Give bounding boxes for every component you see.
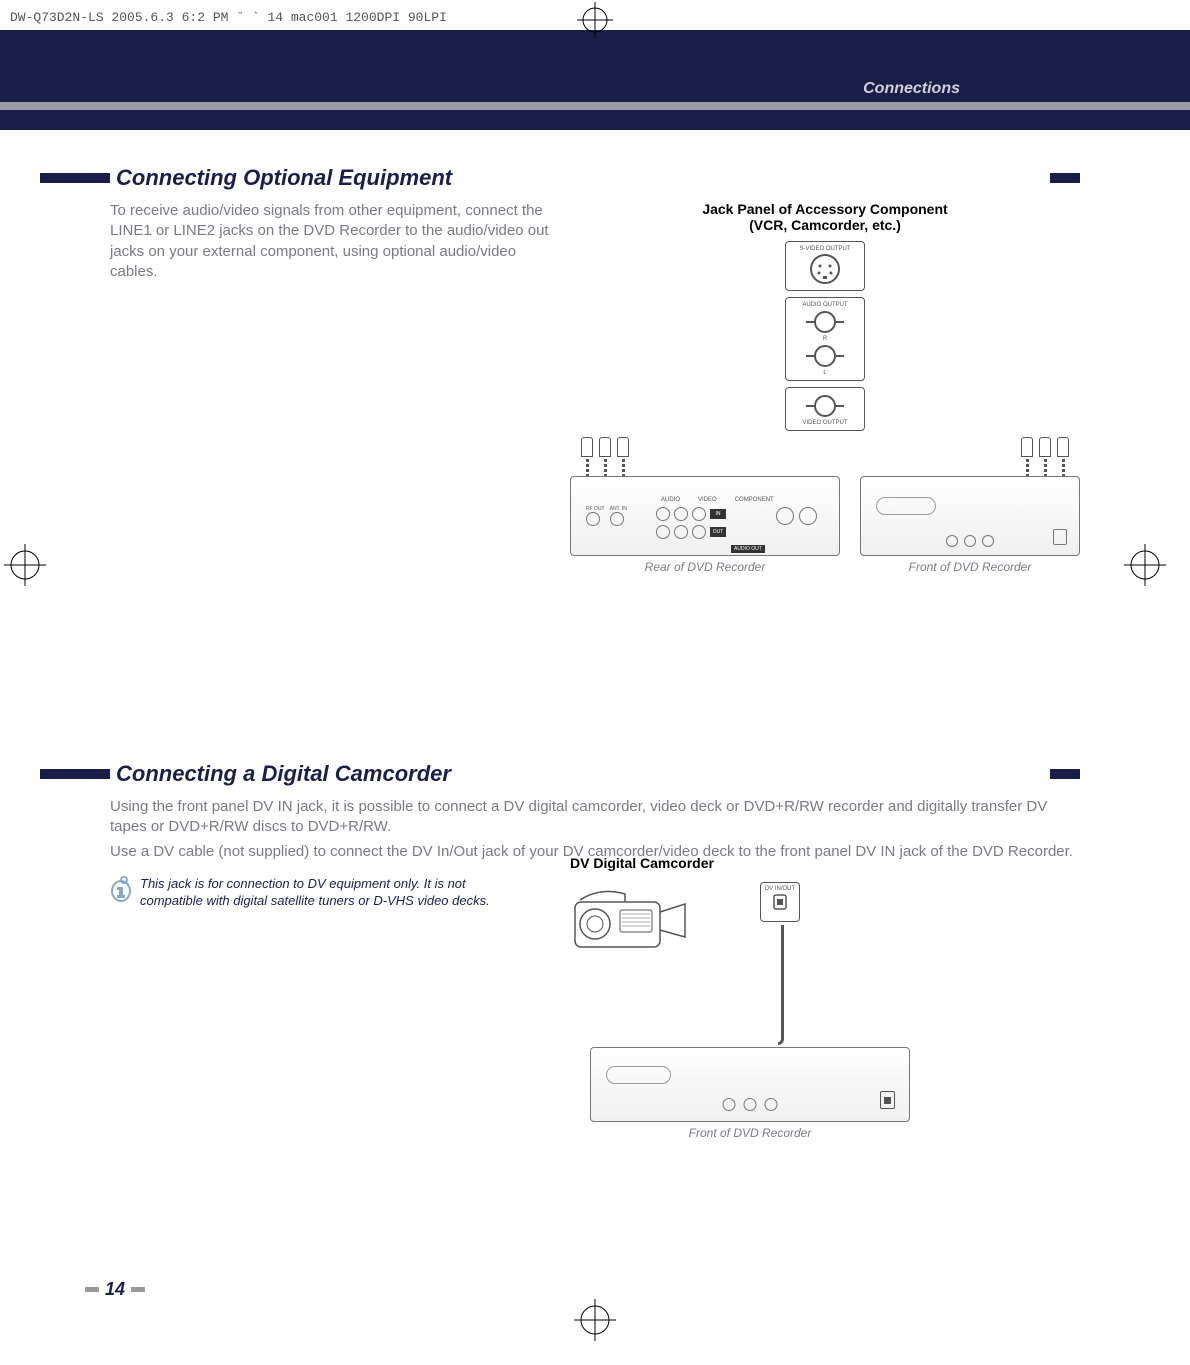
section1-text: To receive audio/video signals from othe… [110,201,550,282]
heading-bar-left [40,173,110,183]
letter-l: L [790,370,860,376]
registration-mark-left [0,540,50,590]
audio-out-label: AUDIO OUT [731,545,765,553]
diagram-title-2: (VCR, Camcorder, etc.) [570,217,1080,233]
svideo-jack-icon [810,254,840,284]
registration-mark-right [1120,540,1170,590]
heading-bar-right [1050,769,1080,779]
dv-port-label: DV IN/OUT [761,886,799,892]
front-recorder-panel: Front of DVD Recorder [860,476,1080,574]
video-box: VIDEO OUTPUT [785,387,865,431]
camcorder-title: DV Digital Camcorder [570,855,930,871]
section2-p1: Using the front panel DV IN jack, it is … [110,797,1080,838]
video-label: VIDEO OUTPUT [790,420,860,426]
rear-caption: Rear of DVD Recorder [570,560,840,574]
heading-bar-right [1050,173,1080,183]
jack-panel: S-VIDEO OUTPUT AUDIO OUTPUT R L [785,241,865,431]
section2: Connecting a Digital Camcorder Using the… [110,761,1080,910]
note-text: This jack is for connection to DV equipm… [140,876,530,910]
page-tick [85,1287,99,1292]
section2-heading-row: Connecting a Digital Camcorder [110,761,1080,787]
dv-port: DV IN/OUT [760,882,800,922]
camcorder-icon [570,882,710,957]
section1-body: To receive audio/video signals from othe… [110,201,1080,661]
page-number: 14 [85,1279,145,1300]
section1-diagram: Jack Panel of Accessory Component (VCR, … [570,201,1080,517]
heading-bar-left [40,769,110,779]
section2-heading: Connecting a Digital Camcorder [110,761,451,787]
info-icon [110,876,132,902]
svideo-label: S-VIDEO OUTPUT [790,246,860,252]
front-caption: Front of DVD Recorder [860,560,1080,574]
rca-jack-icon [814,311,836,333]
file-header-line: DW-Q73D2N-LS 2005.6.3 6:2 PM ˘ ` 14 mac0… [10,10,447,25]
svideo-box: S-VIDEO OUTPUT [785,241,865,291]
page-digits: 14 [105,1279,125,1300]
rf-out-label: RF OUT [586,507,605,512]
registration-mark-bottom [570,1295,620,1345]
ant-in-label: ANT. IN [610,507,627,512]
page-tick [131,1287,145,1292]
rear-recorder-panel: AUDIO VIDEO COMPONENT RF OUT ANT. IN IN [570,476,840,574]
rca-jack-icon [814,345,836,367]
section1-heading-row: Connecting Optional Equipment [110,165,1080,191]
front-panel-2 [590,1047,910,1122]
camcorder-diagram: DV Digital Camcorder DV IN/OUT [570,855,930,1140]
in-label: IN [710,509,726,519]
header-bar [0,30,1190,130]
rear-video-label: VIDEO [698,497,717,503]
out-label: OUT [710,527,726,537]
header-underline [0,102,1190,110]
rca-jack-icon [814,395,836,417]
section1-heading: Connecting Optional Equipment [110,165,452,191]
audio-box: AUDIO OUTPUT R L [785,297,865,381]
audio-label: AUDIO OUTPUT [790,302,860,308]
registration-mark-top [575,0,615,40]
section-label: Connections [863,80,960,98]
front-caption-2: Front of DVD Recorder [590,1126,910,1140]
diagram-title-1: Jack Panel of Accessory Component [570,201,1080,217]
dv-cable [778,925,784,1045]
rear-component-label: COMPONENT [735,497,774,503]
letter-r: R [790,336,860,342]
rear-audio-label: AUDIO [661,497,680,503]
